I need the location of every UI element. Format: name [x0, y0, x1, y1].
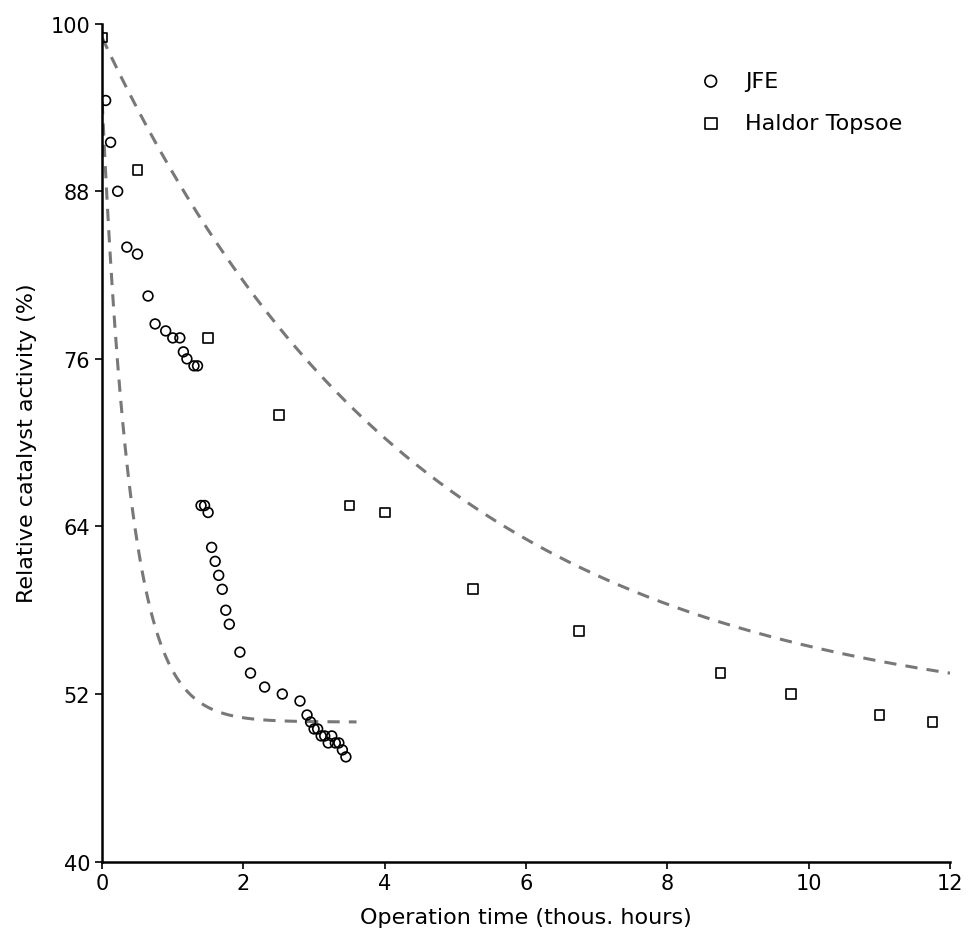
JFE: [147, 317, 163, 332]
JFE: [165, 331, 180, 346]
JFE: [215, 582, 230, 598]
JFE: [129, 247, 145, 262]
JFE: [110, 184, 125, 199]
JFE: [186, 359, 202, 374]
Haldor Topsoe: [270, 408, 286, 423]
JFE: [307, 721, 322, 736]
JFE: [158, 324, 173, 339]
JFE: [327, 735, 343, 750]
Haldor Topsoe: [377, 505, 393, 520]
JFE: [119, 241, 134, 256]
JFE: [208, 554, 223, 569]
JFE: [274, 686, 290, 701]
JFE: [232, 645, 248, 660]
JFE: [257, 680, 272, 695]
Y-axis label: Relative catalyst activity (%): Relative catalyst activity (%): [17, 283, 36, 603]
JFE: [200, 505, 216, 520]
Haldor Topsoe: [342, 498, 358, 514]
Haldor Topsoe: [783, 686, 799, 701]
Haldor Topsoe: [871, 708, 887, 723]
JFE: [221, 617, 237, 632]
JFE: [310, 721, 325, 736]
Haldor Topsoe: [129, 163, 145, 178]
X-axis label: Operation time (thous. hours): Operation time (thous. hours): [361, 907, 692, 927]
JFE: [320, 735, 336, 750]
Haldor Topsoe: [200, 331, 216, 346]
JFE: [190, 359, 206, 374]
JFE: [218, 603, 233, 618]
JFE: [324, 729, 340, 744]
Legend: JFE, Haldor Topsoe: JFE, Haldor Topsoe: [683, 60, 913, 145]
JFE: [175, 345, 191, 360]
JFE: [243, 666, 259, 681]
JFE: [303, 715, 318, 730]
JFE: [292, 694, 308, 709]
JFE: [299, 708, 315, 723]
JFE: [193, 498, 209, 514]
JFE: [317, 729, 332, 744]
JFE: [140, 289, 156, 304]
JFE: [314, 729, 329, 744]
Haldor Topsoe: [94, 31, 110, 46]
JFE: [204, 540, 220, 555]
Haldor Topsoe: [712, 666, 728, 681]
JFE: [172, 331, 188, 346]
JFE: [197, 498, 213, 514]
JFE: [331, 735, 347, 750]
JFE: [211, 568, 226, 583]
JFE: [334, 743, 350, 758]
JFE: [98, 93, 114, 109]
JFE: [103, 136, 119, 151]
Haldor Topsoe: [571, 624, 587, 639]
Haldor Topsoe: [924, 715, 940, 730]
JFE: [179, 352, 195, 367]
Haldor Topsoe: [466, 582, 481, 598]
JFE: [338, 750, 354, 765]
